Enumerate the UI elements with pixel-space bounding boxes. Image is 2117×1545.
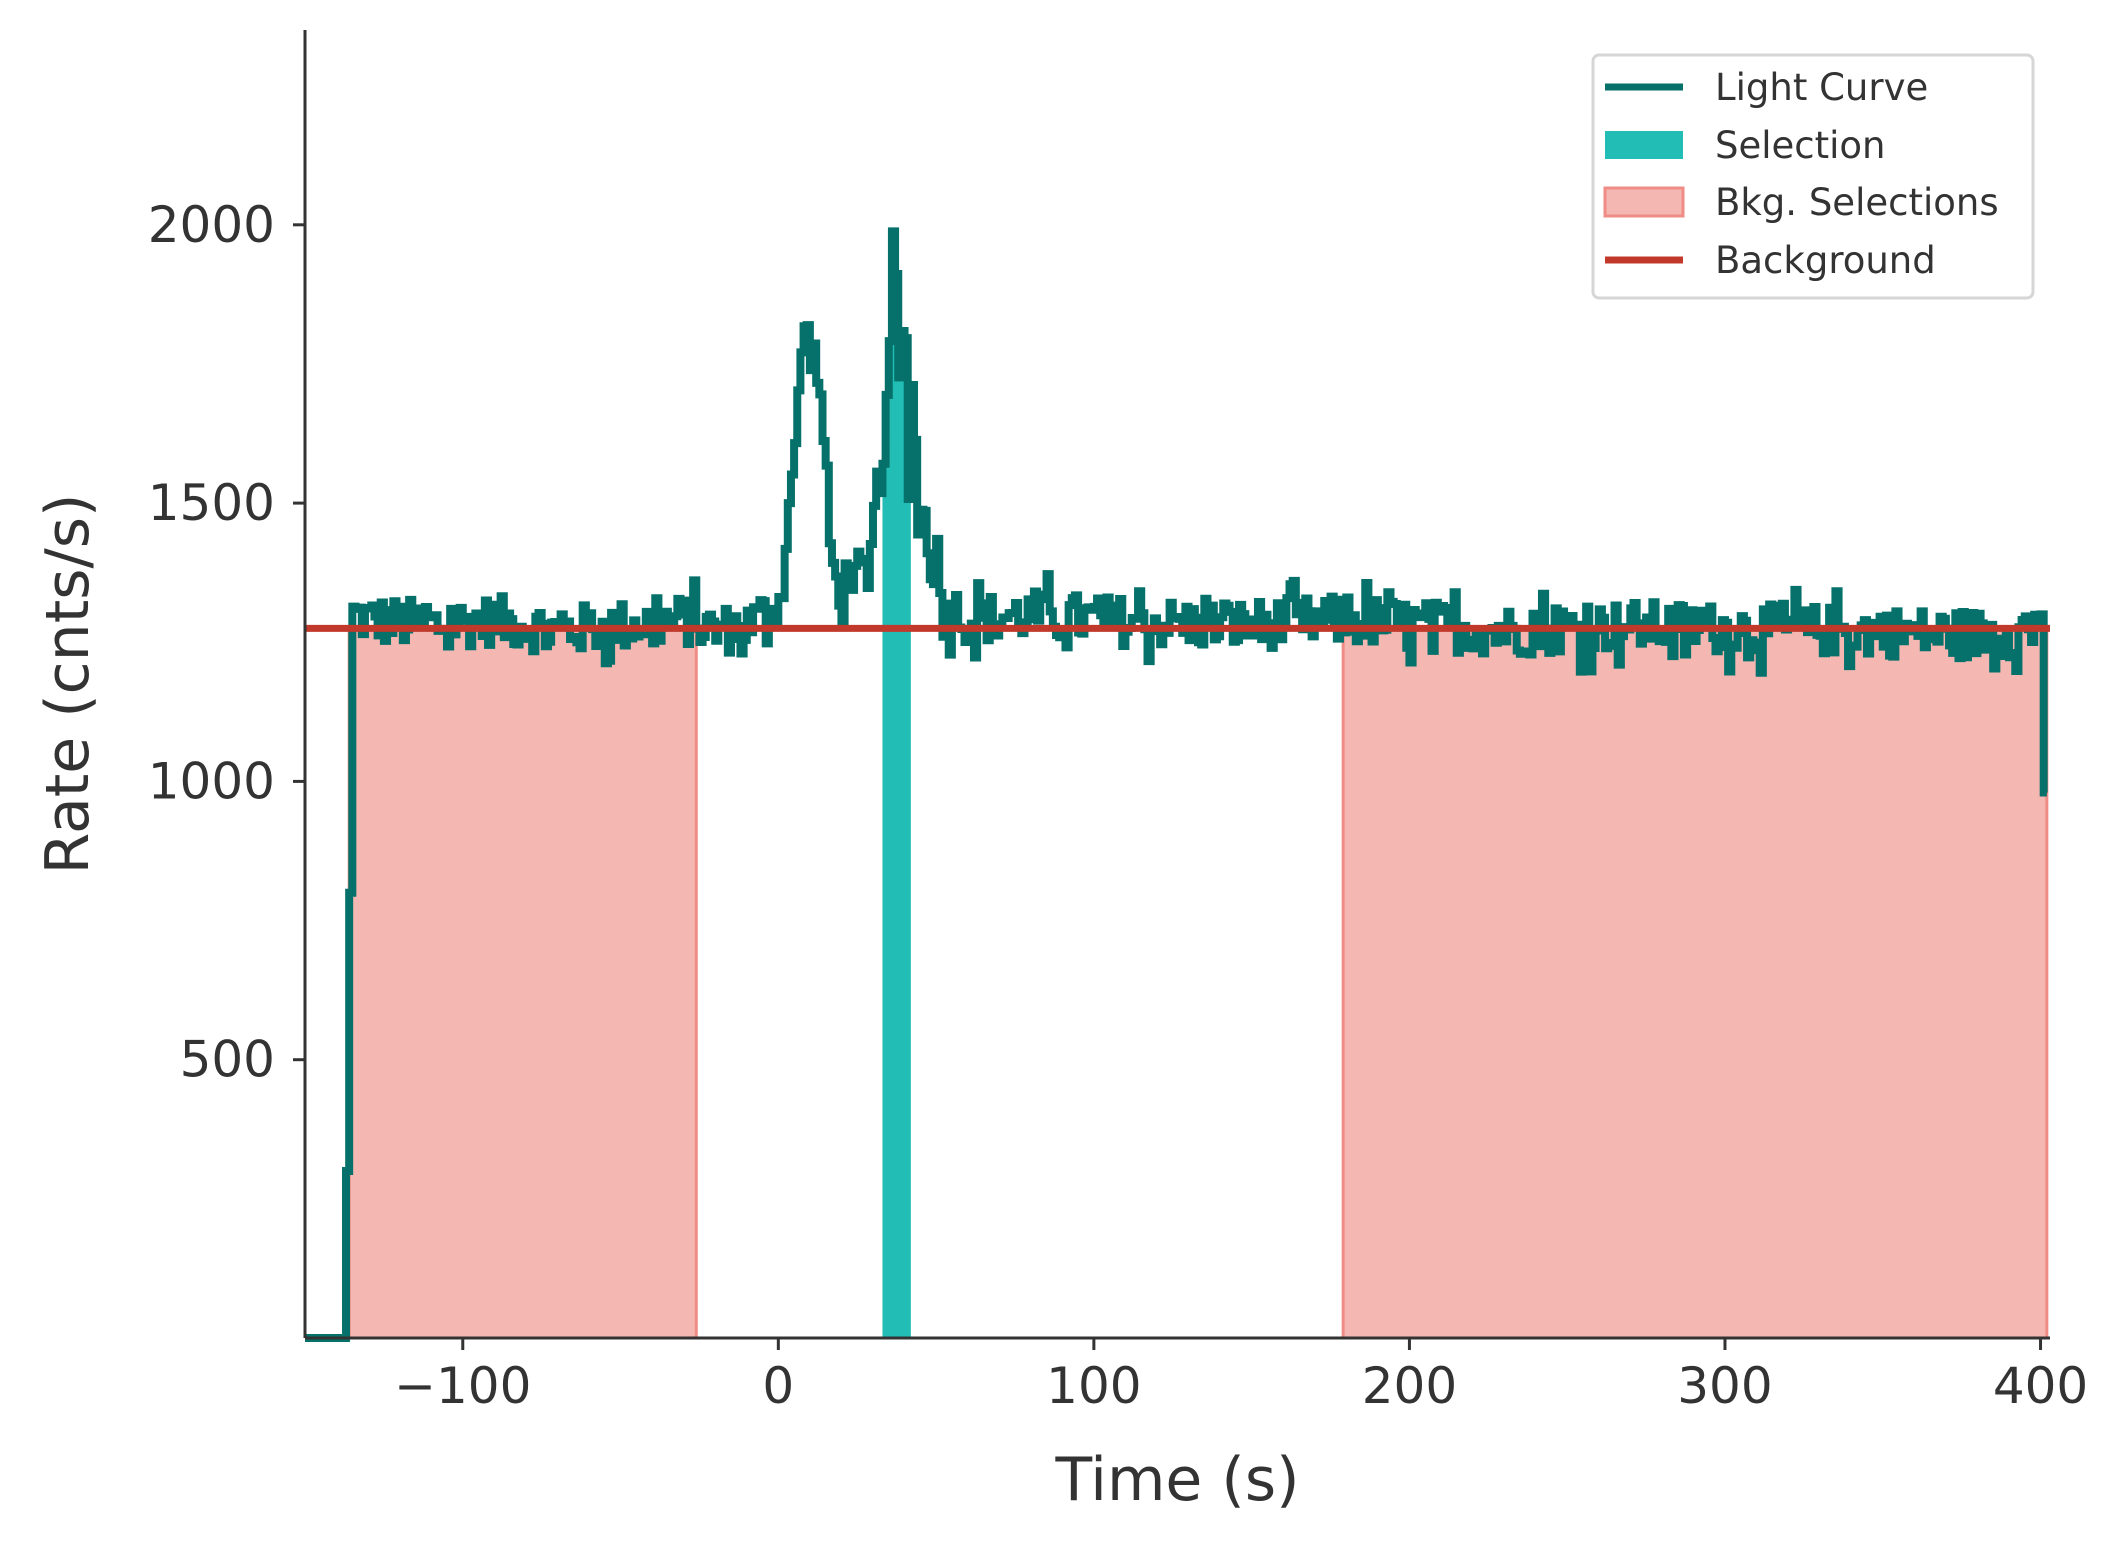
x-tick-label: 100 [1046, 1357, 1141, 1415]
axes [303, 30, 2050, 1340]
bkg-selection-region-0 [347, 626, 698, 1340]
y-axis-ticks: 500 1000 1500 2000 [148, 196, 305, 1089]
x-tick-label: 200 [1362, 1357, 1457, 1415]
x-axis-title: Time (s) [1055, 1445, 1300, 1515]
legend-label-bkg-selections: Bkg. Selections [1715, 181, 1999, 224]
x-axis-ticks: −100 0 100 200 300 400 [394, 1338, 2088, 1415]
legend-label-background: Background [1715, 239, 1936, 282]
y-tick-label: 1000 [148, 752, 275, 810]
x-tick-label: 0 [762, 1357, 794, 1415]
legend-swatch-selection [1605, 131, 1683, 159]
light-curve-line [305, 227, 2048, 1342]
x-tick-label: 400 [1993, 1357, 2088, 1415]
plot-area [305, 227, 2050, 1342]
selection-region [882, 231, 911, 1338]
legend-box [1591, 53, 2035, 300]
x-tick-label: −100 [394, 1357, 531, 1415]
legend-label-light-curve: Light Curve [1715, 66, 1928, 109]
x-tick-label: 300 [1677, 1357, 1772, 1415]
y-tick-label: 2000 [148, 196, 275, 254]
bkg-selection-region-1 [1341, 626, 2049, 1340]
legend-swatch-bkg-selections [1603, 186, 1685, 218]
legend-label-selection: Selection [1715, 124, 1886, 167]
y-tick-label: 1500 [148, 474, 275, 532]
legend: Light Curve Selection Bkg. Selections Ba… [1591, 53, 2035, 300]
y-tick-label: 500 [180, 1031, 275, 1089]
y-axis-title: Rate (cnts/s) [33, 494, 103, 875]
